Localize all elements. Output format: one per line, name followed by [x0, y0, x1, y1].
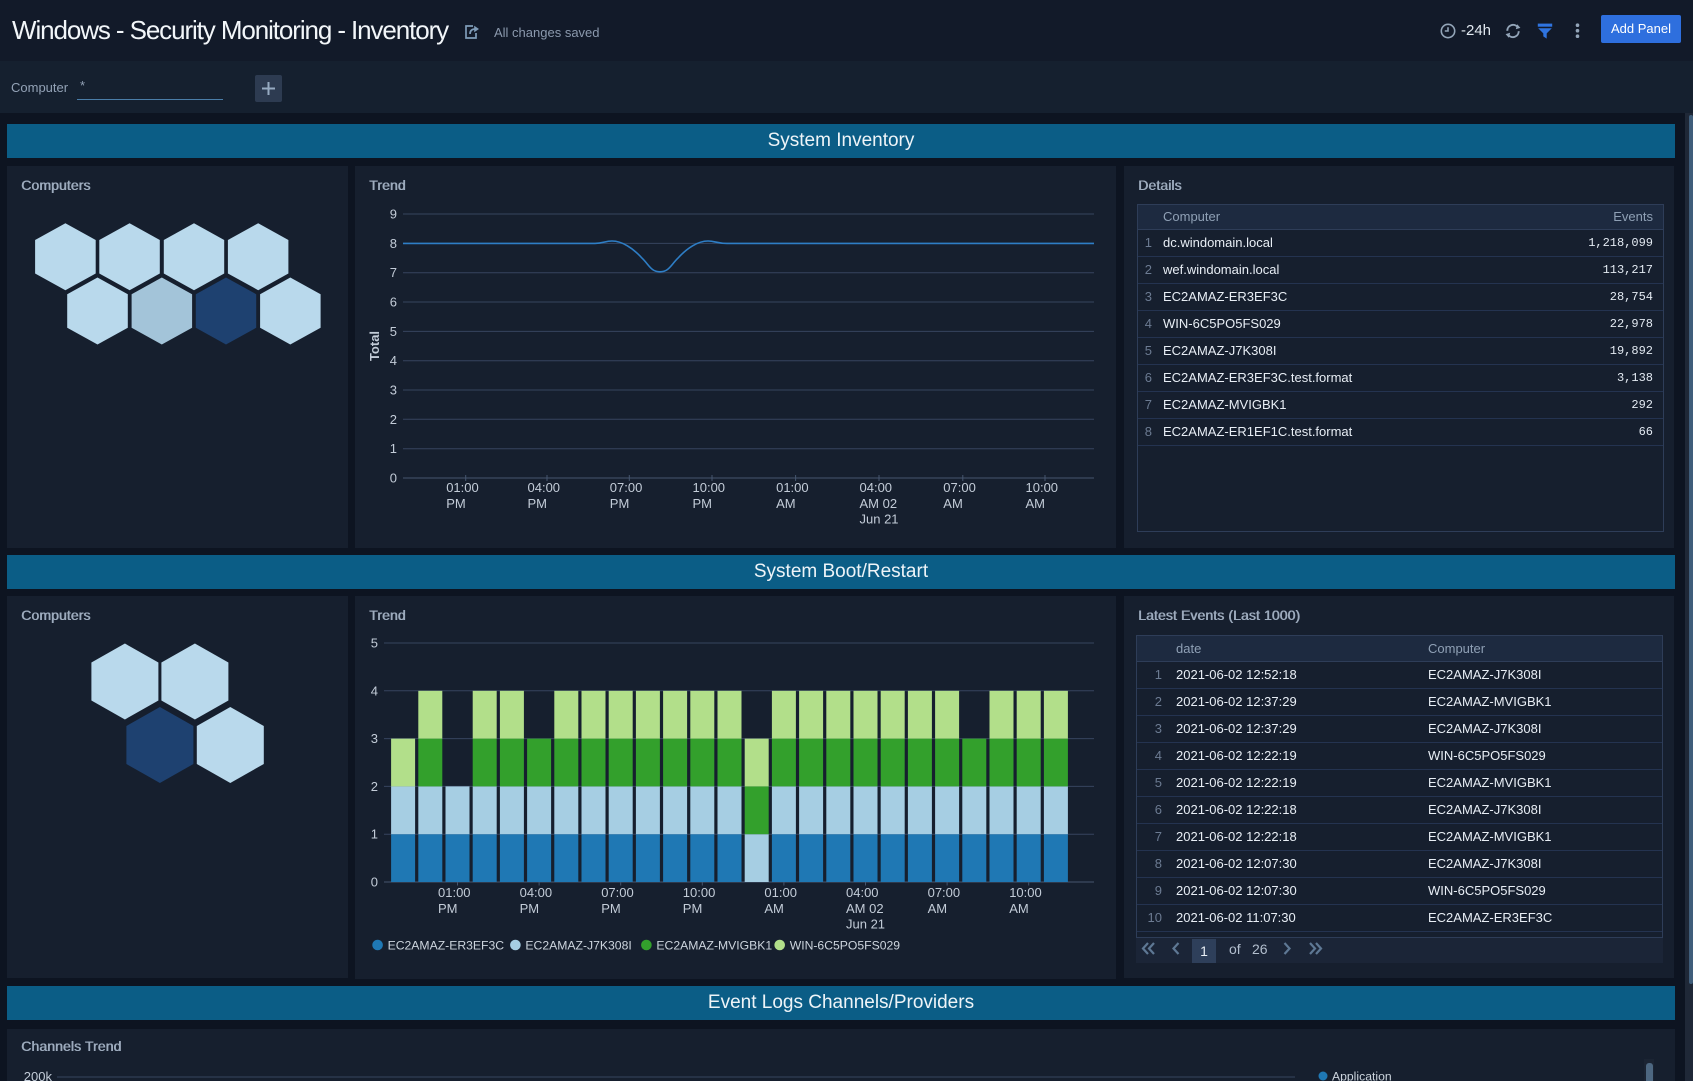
svg-text:10:00: 10:00: [683, 885, 716, 900]
svg-text:9: 9: [390, 207, 397, 222]
svg-text:AM: AM: [764, 901, 784, 916]
svg-text:07:00: 07:00: [928, 885, 961, 900]
svg-text:07:00: 07:00: [610, 480, 643, 495]
svg-text:1: 1: [371, 827, 378, 842]
svg-text:0: 0: [390, 471, 397, 486]
svg-text:EC2AMAZ-ER3EF3C: EC2AMAZ-ER3EF3C: [388, 939, 505, 953]
svg-text:PM: PM: [438, 901, 458, 916]
svg-text:2: 2: [390, 412, 397, 427]
svg-text:AM 02: AM 02: [846, 901, 884, 916]
svg-text:6: 6: [390, 295, 397, 310]
svg-text:Total: Total: [367, 331, 382, 361]
svg-text:2: 2: [371, 779, 378, 794]
svg-text:04:00: 04:00: [846, 885, 879, 900]
svg-text:PM: PM: [520, 901, 540, 916]
svg-text:1: 1: [390, 441, 397, 456]
svg-text:4: 4: [390, 353, 397, 368]
svg-text:PM: PM: [693, 496, 713, 511]
svg-text:10:00: 10:00: [693, 480, 726, 495]
svg-text:PM: PM: [528, 496, 548, 511]
svg-text:PM: PM: [446, 496, 466, 511]
svg-text:5: 5: [371, 636, 378, 651]
svg-text:PM: PM: [601, 901, 621, 916]
svg-text:AM: AM: [928, 901, 948, 916]
svg-text:01:00: 01:00: [446, 480, 479, 495]
svg-text:07:00: 07:00: [601, 885, 634, 900]
svg-text:04:00: 04:00: [860, 480, 893, 495]
svg-text:AM: AM: [1009, 901, 1028, 916]
svg-text:0: 0: [371, 875, 378, 890]
svg-text:EC2AMAZ-MVIGBK1: EC2AMAZ-MVIGBK1: [656, 939, 772, 953]
svg-text:7: 7: [390, 265, 397, 280]
svg-text:AM: AM: [776, 496, 796, 511]
svg-text:200k: 200k: [24, 1069, 53, 1081]
svg-text:Application: Application: [1332, 1070, 1392, 1081]
svg-text:01:00: 01:00: [438, 885, 471, 900]
svg-text:4: 4: [371, 683, 378, 698]
svg-text:10:00: 10:00: [1026, 480, 1059, 495]
svg-text:01:00: 01:00: [776, 480, 809, 495]
svg-text:AM: AM: [1026, 496, 1046, 511]
svg-text:PM: PM: [683, 901, 703, 916]
svg-text:04:00: 04:00: [528, 480, 561, 495]
svg-text:07:00: 07:00: [943, 480, 976, 495]
svg-text:AM 02: AM 02: [860, 496, 898, 511]
svg-text:10:00: 10:00: [1009, 885, 1042, 900]
svg-text:5: 5: [390, 324, 397, 339]
svg-text:01:00: 01:00: [764, 885, 797, 900]
svg-text:WIN-6C5PO5FS029: WIN-6C5PO5FS029: [790, 939, 901, 953]
svg-text:EC2AMAZ-J7K308I: EC2AMAZ-J7K308I: [525, 939, 631, 953]
svg-text:04:00: 04:00: [520, 885, 553, 900]
svg-text:PM: PM: [610, 496, 630, 511]
svg-text:8: 8: [390, 236, 397, 251]
svg-text:3: 3: [390, 383, 397, 398]
svg-text:AM: AM: [943, 496, 963, 511]
svg-text:3: 3: [371, 731, 378, 746]
svg-text:Jun 21: Jun 21: [860, 512, 899, 527]
svg-text:Jun 21: Jun 21: [846, 917, 885, 932]
